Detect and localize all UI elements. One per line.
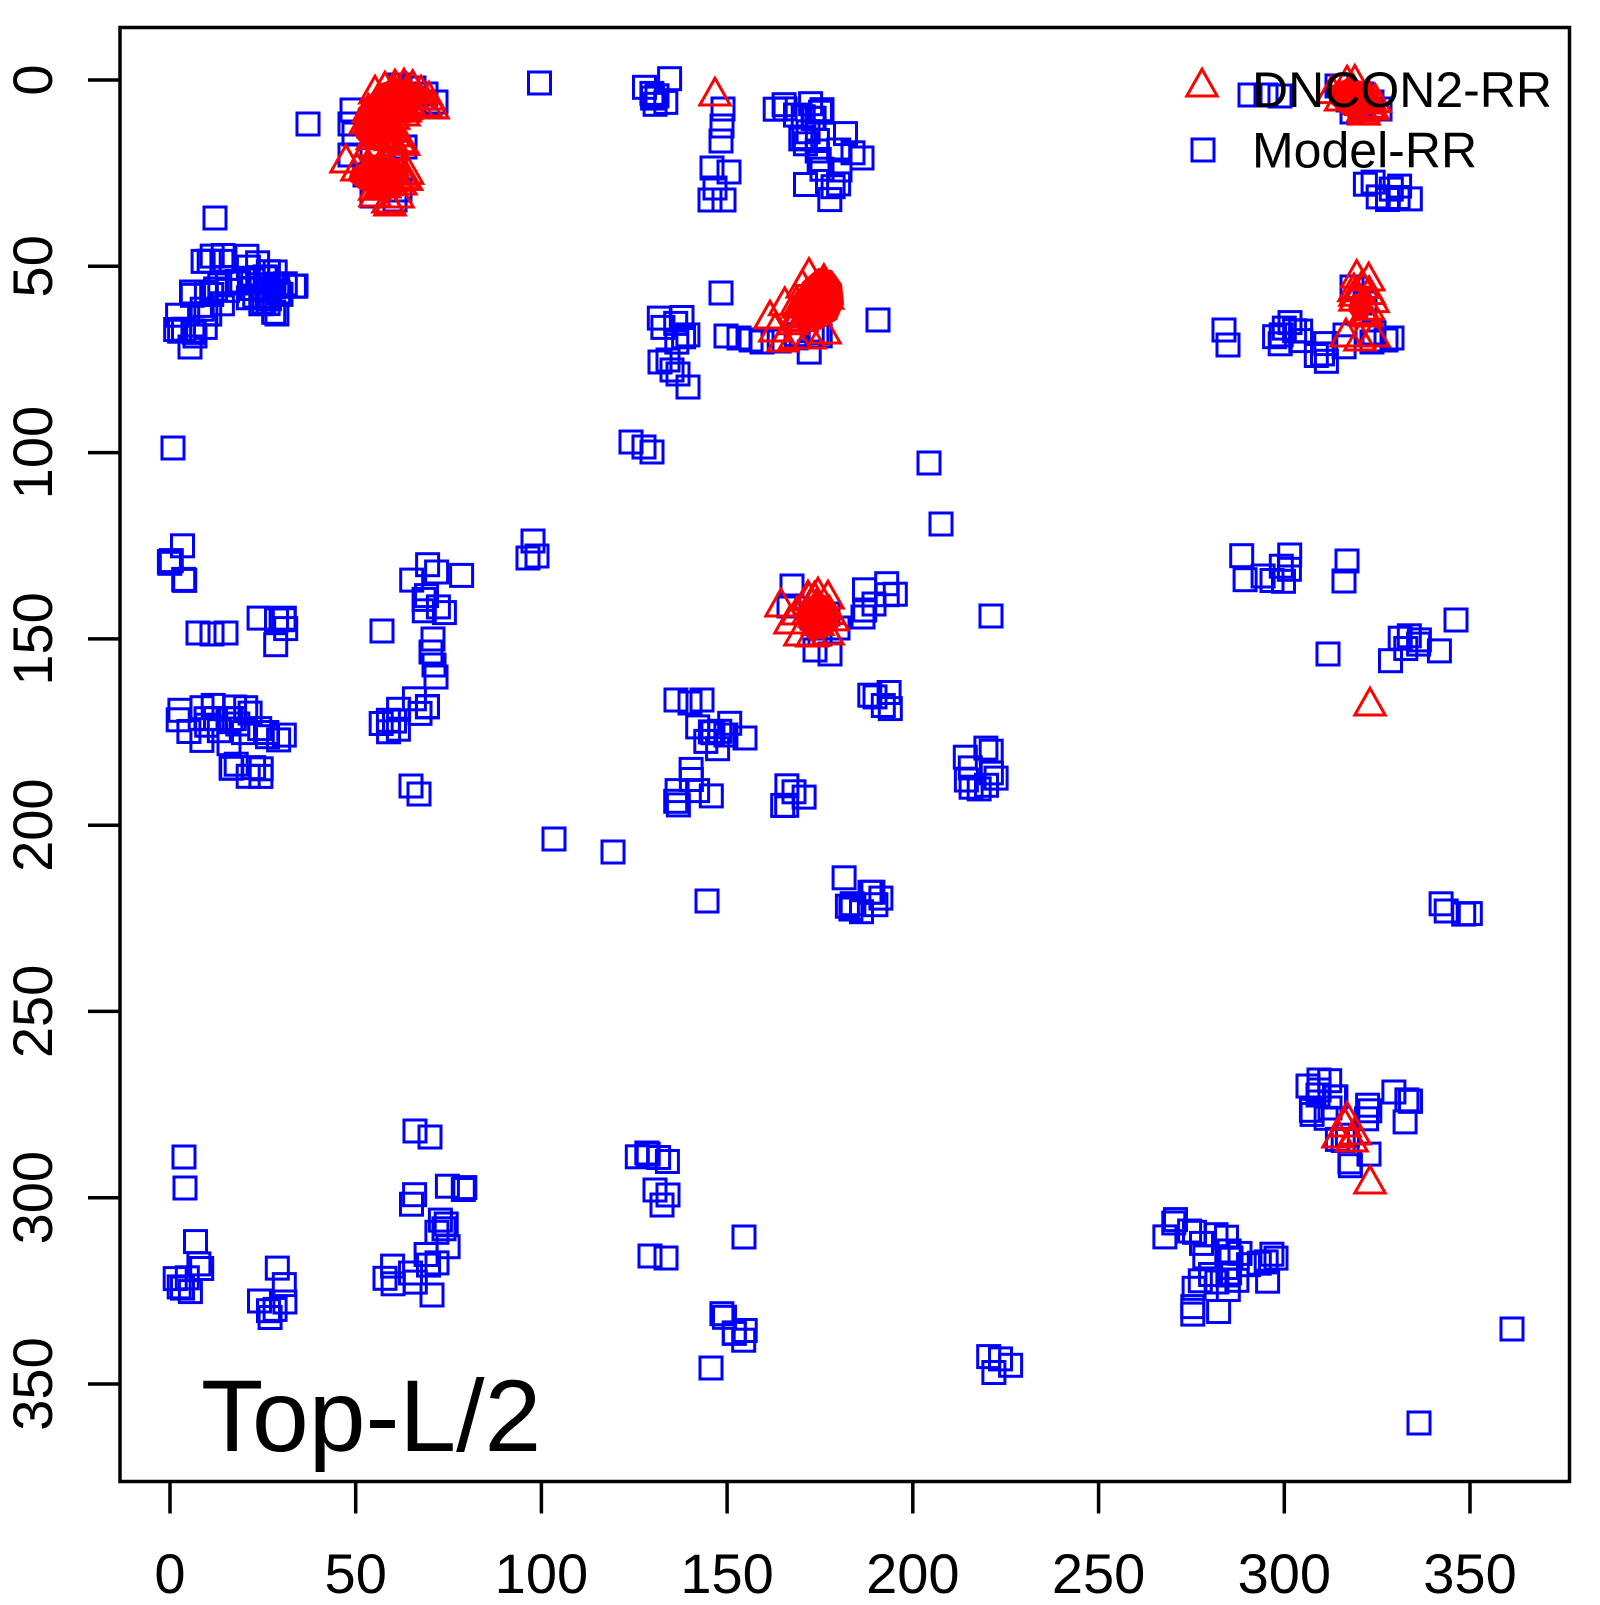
svg-text:300: 300 <box>1 1151 64 1244</box>
svg-text:250: 250 <box>1052 1542 1145 1600</box>
svg-text:100: 100 <box>495 1542 588 1600</box>
svg-text:50: 50 <box>1 235 64 297</box>
svg-text:250: 250 <box>1 965 64 1058</box>
svg-text:DNCON2-RR: DNCON2-RR <box>1252 62 1552 118</box>
svg-text:0: 0 <box>1 64 64 95</box>
svg-text:200: 200 <box>1 778 64 871</box>
svg-text:50: 50 <box>325 1542 387 1600</box>
svg-text:Model-RR: Model-RR <box>1252 123 1477 179</box>
svg-text:150: 150 <box>1 592 64 685</box>
svg-text:Top-L/2: Top-L/2 <box>201 1359 541 1473</box>
svg-text:200: 200 <box>866 1542 959 1600</box>
svg-text:350: 350 <box>1 1337 64 1430</box>
svg-text:300: 300 <box>1238 1542 1331 1600</box>
svg-text:0: 0 <box>154 1542 185 1600</box>
svg-text:100: 100 <box>1 406 64 499</box>
svg-text:350: 350 <box>1423 1542 1516 1600</box>
svg-text:150: 150 <box>680 1542 773 1600</box>
